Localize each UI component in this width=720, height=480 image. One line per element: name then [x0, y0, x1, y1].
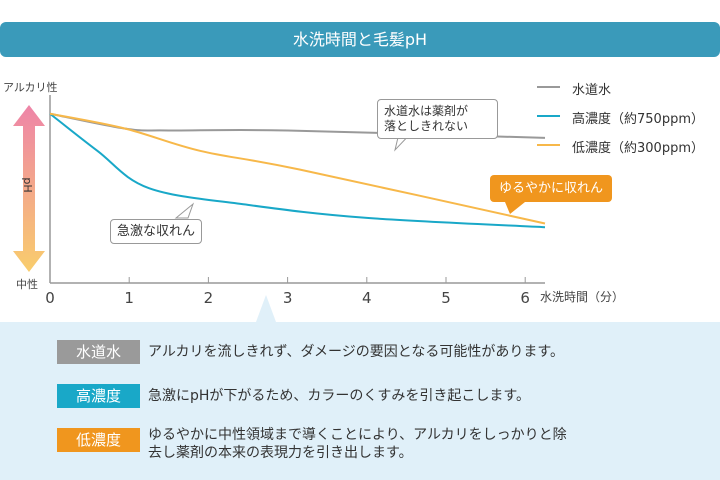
- y-top-label: アルカリ性: [3, 81, 58, 94]
- legend-low: 低濃度（約300ppm）: [572, 141, 704, 156]
- line-chart: pH 0 1 2 3 4 5 6: [13, 86, 560, 322]
- x-tick-label: 3: [283, 289, 293, 307]
- x-tick-label: 5: [441, 289, 451, 307]
- callout-pointer: [505, 202, 525, 214]
- callout-tap-water: 水道水は薬剤が 落としきれない: [377, 99, 498, 139]
- callout-pointer: [174, 202, 195, 219]
- panel-pointer: [256, 295, 276, 322]
- series-line-1: [49, 112, 546, 229]
- callout-gradual: ゆるやかに収れん: [490, 175, 613, 202]
- series-line-2: [49, 112, 546, 225]
- note-tap-water: アルカリを流しきれず、ダメージの要因となる可能性があります。: [148, 344, 564, 360]
- legend-high: 高濃度（約750ppm）: [572, 112, 704, 127]
- legend-tap: 水道水: [572, 83, 612, 98]
- note-high: 急激にpHが下がるため、カラーのくすみを引き起こします。: [148, 388, 531, 404]
- x-tick-label: 0: [45, 289, 55, 307]
- x-tick-label: 1: [124, 289, 134, 307]
- x-axis-label: 水洗時間（分）: [540, 290, 625, 304]
- callout-rapid: 急激な収れん: [110, 219, 203, 244]
- ph-arrow-icon: [13, 105, 45, 272]
- x-tick-label: 6: [520, 289, 530, 307]
- badge-high: 高濃度: [57, 384, 140, 408]
- y-axis-label: pH: [21, 177, 34, 192]
- badge-tap-water: 水道水: [57, 340, 140, 364]
- y-bottom-label: 中性: [16, 278, 38, 291]
- x-tick-label: 4: [362, 289, 372, 307]
- badge-low: 低濃度: [57, 428, 140, 452]
- chart-title: 水洗時間と毛髪pH: [0, 22, 720, 57]
- x-tick-label: 2: [204, 289, 214, 307]
- note-low: ゆるやかに中性領域まで導くことにより、アルカリをしっかりと除 去し薬剤の本来の表…: [148, 427, 567, 461]
